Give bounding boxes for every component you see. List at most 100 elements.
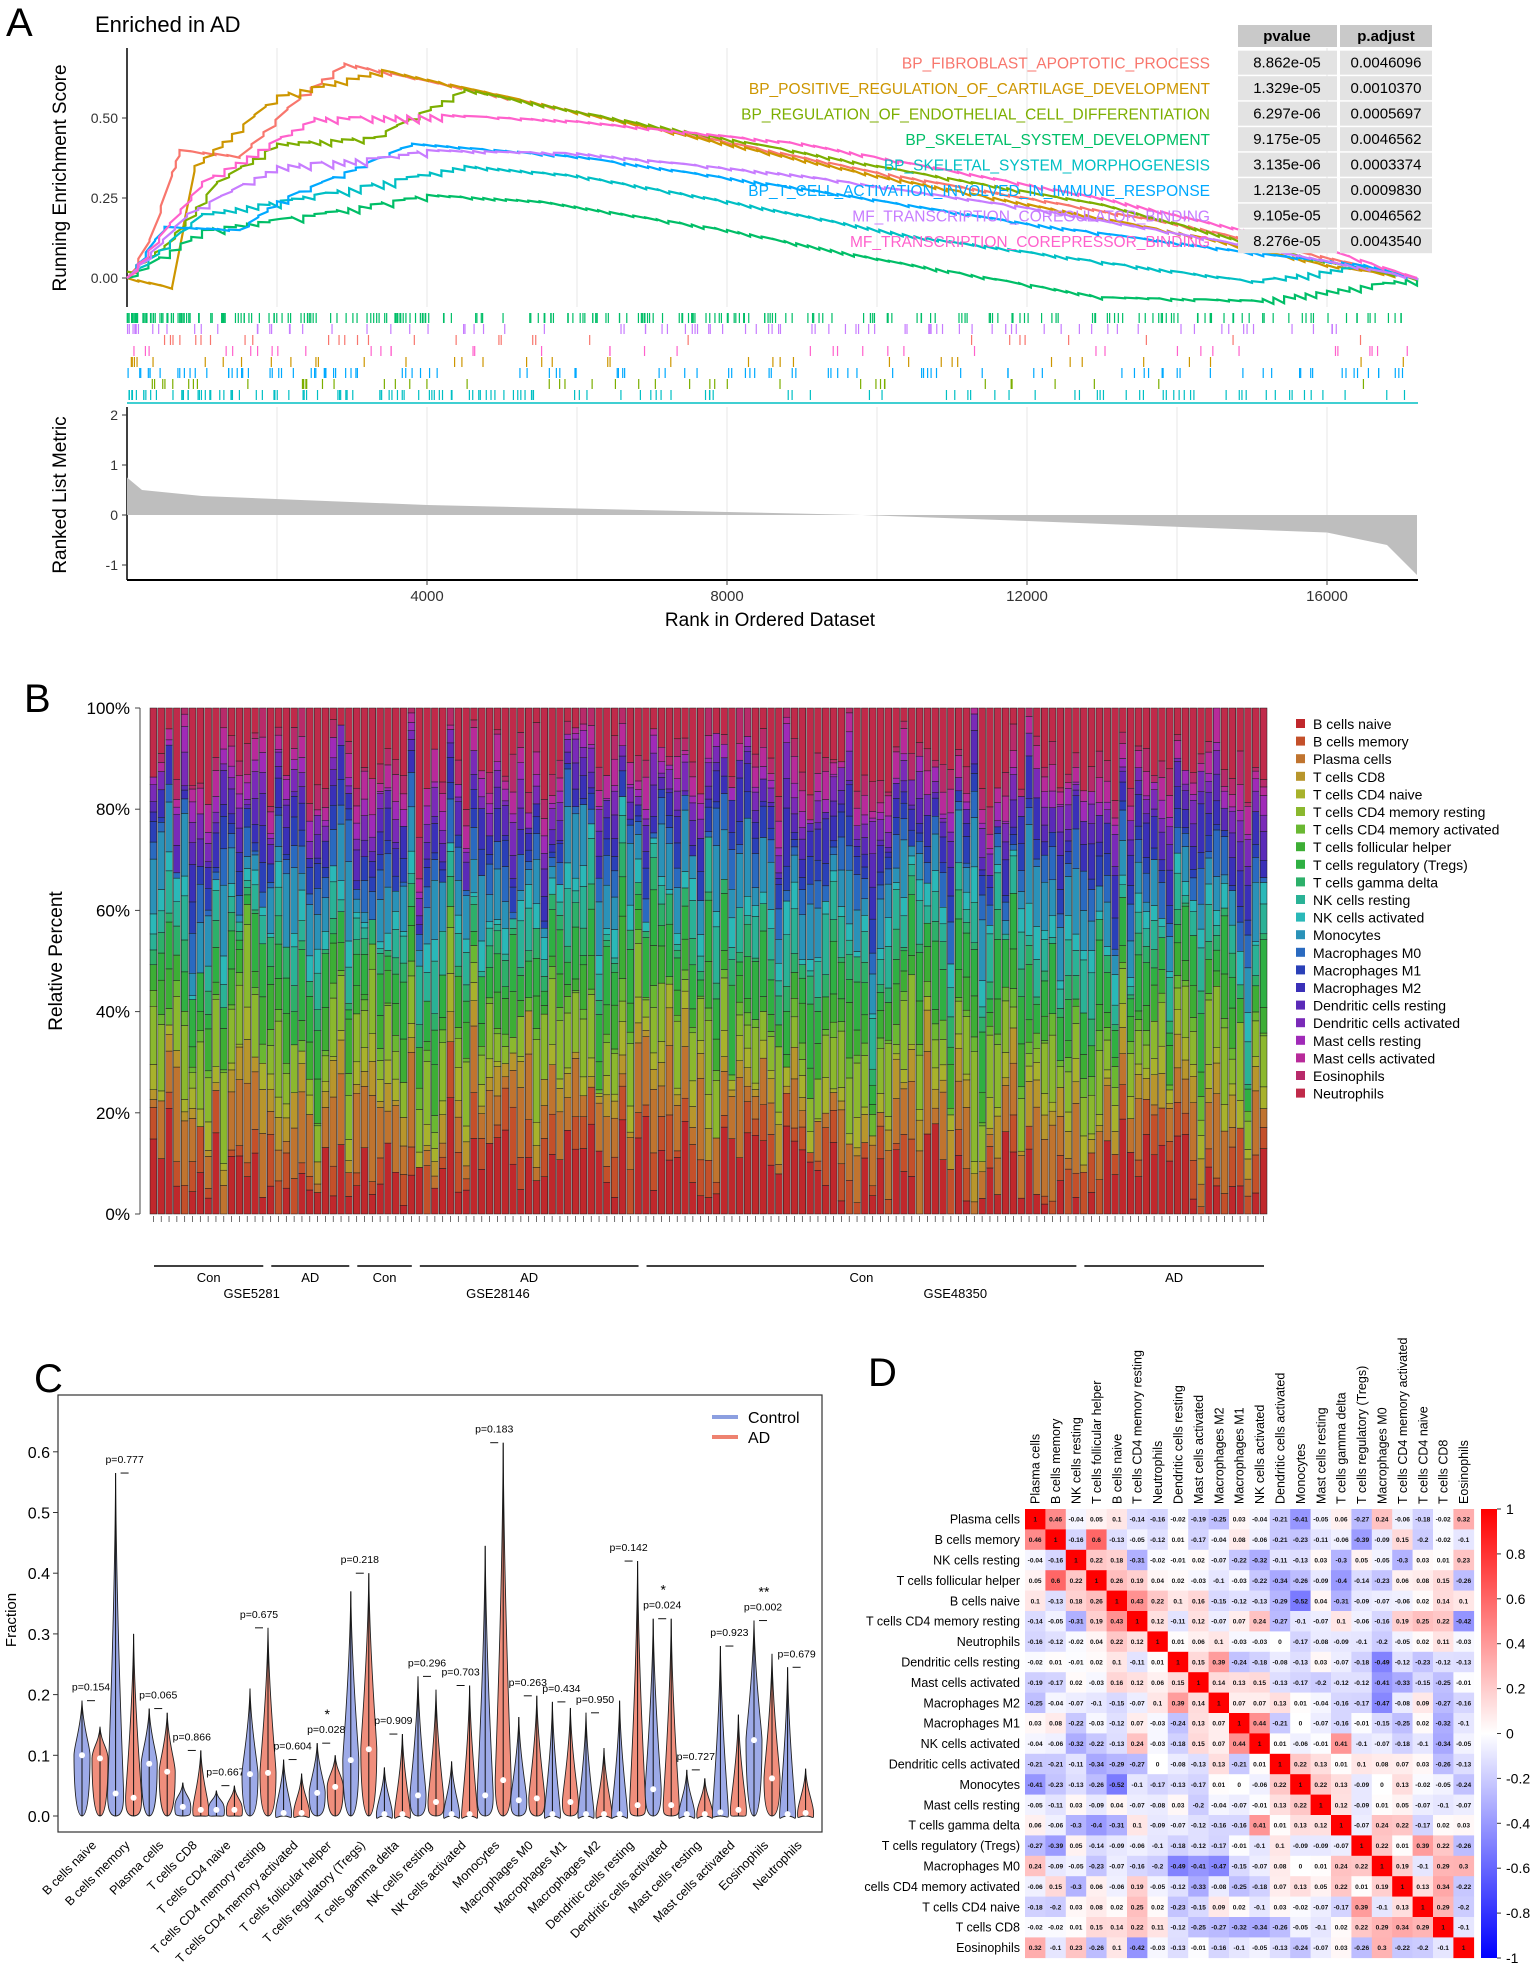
bar-segment xyxy=(1252,1192,1260,1215)
bar-segment xyxy=(470,827,478,860)
bar-segment xyxy=(720,1056,728,1072)
cell-value: -0.03 xyxy=(1150,1741,1165,1748)
bar-segment xyxy=(1259,707,1268,780)
bar-segment xyxy=(321,949,330,954)
bar-segment xyxy=(1111,875,1119,919)
bar-segment xyxy=(978,1006,986,1018)
bar-segment xyxy=(1166,1108,1174,1142)
bar-segment xyxy=(728,849,736,890)
bar-segment xyxy=(1048,846,1057,881)
cell-value: 0.02 xyxy=(1416,1598,1429,1605)
bar-segment xyxy=(869,952,877,975)
bar-segment xyxy=(634,834,642,860)
bar-segment xyxy=(368,919,376,945)
bar-segment xyxy=(1189,772,1197,784)
median-dot xyxy=(213,1806,220,1813)
bar-segment xyxy=(501,901,509,929)
bar-segment xyxy=(829,919,838,942)
table-cell xyxy=(1340,178,1432,203)
heatmap-cell xyxy=(1127,1753,1148,1775)
bar-segment xyxy=(235,871,244,896)
bar-segment xyxy=(923,905,932,924)
bar-segment xyxy=(337,804,345,825)
cell-value: 0.03 xyxy=(1314,1660,1327,1667)
heatmap-cell xyxy=(1167,1733,1189,1755)
heatmap-cell xyxy=(1412,1672,1434,1693)
p-value-label: p=0.024 xyxy=(643,1600,681,1612)
bar-segment xyxy=(423,867,431,888)
heatmap-cell xyxy=(1045,1570,1067,1591)
bar-segment xyxy=(274,1020,283,1098)
heatmap-cell xyxy=(1086,1733,1107,1755)
bar-segment xyxy=(454,759,462,785)
cell-value: -0.07 xyxy=(1211,1558,1226,1565)
bar-segment xyxy=(1111,1105,1119,1132)
bar-segment xyxy=(306,1078,314,1096)
bar-segment xyxy=(188,842,197,865)
bar-segment xyxy=(869,1018,877,1070)
bar-segment xyxy=(313,809,322,816)
bar-segment xyxy=(681,1046,689,1099)
bar-segment xyxy=(1041,1042,1049,1094)
bar-segment xyxy=(1166,768,1174,796)
bar-segment xyxy=(884,1129,892,1151)
bar-segment xyxy=(978,788,986,810)
bar-segment xyxy=(775,855,783,874)
row-label: T cells CD4 memory activated xyxy=(854,1880,1021,1894)
bar-segment xyxy=(1087,823,1096,845)
bar-segment xyxy=(564,763,572,770)
bar-segment xyxy=(454,1037,462,1068)
bar-segment xyxy=(1072,933,1080,951)
heatmap-cell xyxy=(1453,1529,1475,1551)
bar-segment xyxy=(650,784,658,817)
bar-segment xyxy=(1189,900,1197,912)
heatmap-cell xyxy=(1269,1570,1291,1591)
heatmap-cell xyxy=(1249,1794,1271,1816)
heatmap-cell xyxy=(1229,1835,1250,1857)
bar-segment xyxy=(970,1161,978,1174)
bar-segment xyxy=(783,986,791,1012)
table-cell xyxy=(1238,127,1337,152)
bar-segment xyxy=(501,986,509,999)
bar-segment xyxy=(962,922,971,934)
bar-segment xyxy=(634,858,642,883)
sample-bar xyxy=(579,707,588,1215)
bar-segment xyxy=(1009,1062,1018,1116)
bar-segment xyxy=(274,1180,283,1215)
heatmap-cell xyxy=(1453,1692,1475,1714)
bar-segment xyxy=(196,787,204,815)
bar-segment xyxy=(1244,866,1252,886)
bar-segment xyxy=(986,925,994,935)
bar-segment xyxy=(423,1150,431,1166)
bar-segment xyxy=(517,707,525,733)
bar-segment xyxy=(994,998,1002,1035)
bar-segment xyxy=(337,970,345,976)
bar-segment xyxy=(939,1159,947,1215)
bar-segment xyxy=(1080,707,1088,792)
heatmap-cell xyxy=(1310,1774,1332,1795)
bar-segment xyxy=(626,801,634,820)
bar-segment xyxy=(962,1009,971,1017)
sample-bar xyxy=(1220,707,1229,1215)
sample-bar xyxy=(650,707,658,1215)
cell-value: 0.09 xyxy=(1416,1700,1429,1707)
bar-segment xyxy=(1119,945,1127,963)
sample-bar xyxy=(485,707,494,1215)
bar-segment xyxy=(509,886,517,913)
bar-segment xyxy=(915,1044,924,1056)
bar-segment xyxy=(517,807,525,830)
bar-segment xyxy=(360,767,369,772)
median-dot xyxy=(79,1752,85,1759)
bar-segment xyxy=(532,707,541,723)
bar-segment xyxy=(235,827,244,853)
bar-segment xyxy=(274,814,283,847)
bar-segment xyxy=(900,720,908,729)
heatmap-cell xyxy=(1106,1672,1128,1693)
heatmap-cell xyxy=(1331,1672,1352,1693)
bar-segment xyxy=(1080,790,1088,802)
bar-segment xyxy=(259,707,267,738)
heatmap-cell xyxy=(1371,1570,1393,1591)
bar-segment xyxy=(368,891,376,920)
bar-segment xyxy=(392,929,400,959)
p-value-label: p=0.218 xyxy=(341,1554,379,1566)
